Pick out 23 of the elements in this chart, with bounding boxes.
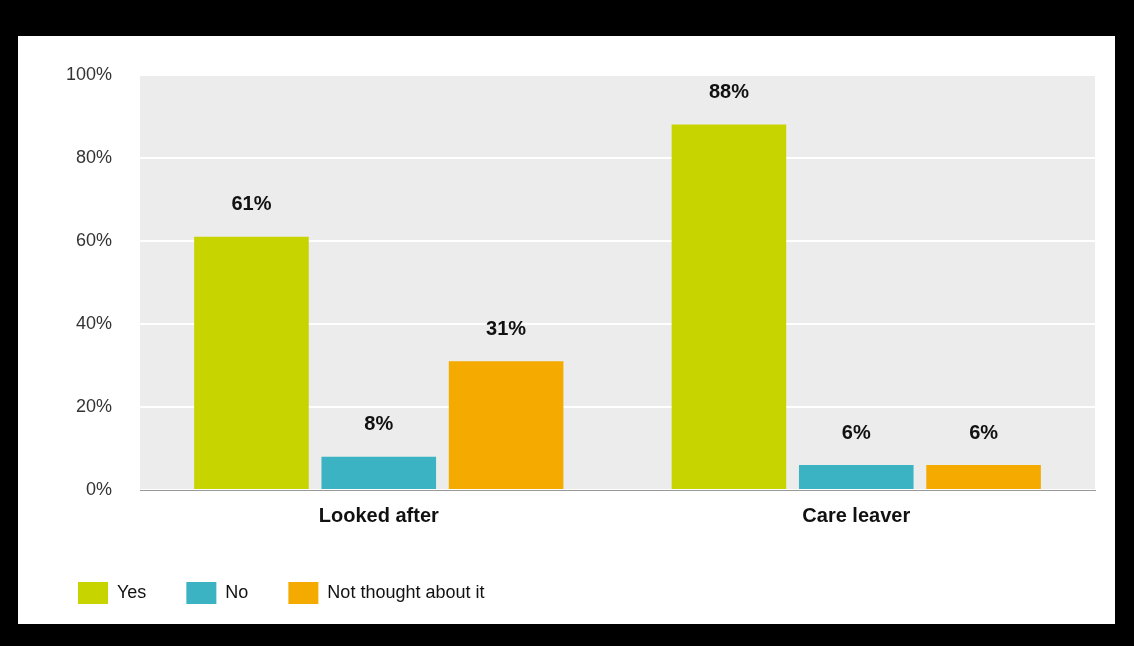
bar: [321, 456, 437, 489]
x-tick-label: Looked after: [318, 503, 439, 526]
y-tick-label: 100%: [65, 63, 113, 84]
legend-label: No: [225, 581, 249, 602]
legend-label: Not thought about it: [327, 581, 485, 602]
y-tick-label: 20%: [76, 395, 113, 416]
bar: [798, 465, 914, 489]
data-label: 88%: [708, 80, 750, 103]
bar: [448, 361, 564, 489]
x-tick-label: Care leaver: [802, 503, 911, 526]
bar: [926, 465, 1041, 489]
bar: [671, 124, 787, 489]
data-label: 6%: [841, 420, 871, 443]
legend-label: Yes: [117, 581, 147, 602]
y-tick-label: 0%: [86, 478, 113, 499]
data-label: 31%: [486, 316, 527, 339]
y-tick-label: 40%: [76, 312, 113, 333]
bar: [194, 236, 309, 489]
data-label: 61%: [231, 192, 272, 215]
data-label: 8%: [364, 412, 394, 435]
data-label: 6%: [969, 420, 999, 443]
y-tick-label: 60%: [76, 229, 113, 250]
y-tick-label: 80%: [76, 146, 113, 167]
